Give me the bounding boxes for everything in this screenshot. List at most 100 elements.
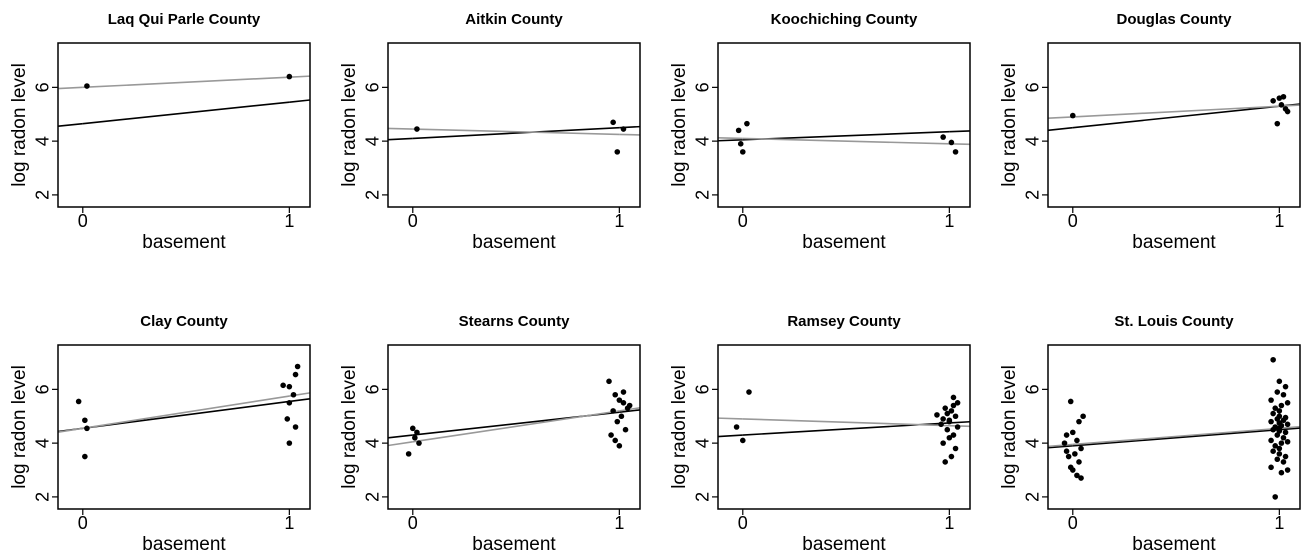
point — [608, 432, 614, 438]
point — [286, 400, 293, 406]
point — [1274, 389, 1281, 395]
point — [620, 389, 627, 395]
x-axis-label: basement — [802, 232, 886, 253]
point — [1282, 383, 1289, 390]
y-tick-label: 2 — [363, 190, 383, 200]
fit-line — [1072, 105, 1280, 129]
point — [739, 437, 746, 444]
point — [1268, 418, 1274, 425]
fit-line — [412, 126, 620, 140]
point — [612, 437, 619, 444]
point — [1274, 432, 1281, 438]
point — [294, 363, 301, 370]
point — [1278, 469, 1285, 476]
x-axis-label: basement — [472, 534, 556, 554]
point — [944, 426, 951, 433]
point — [1284, 438, 1291, 445]
line-extension — [289, 75, 310, 78]
point — [286, 440, 293, 446]
plot-frame — [1047, 344, 1301, 510]
point — [1069, 467, 1076, 473]
x-tick-label: 1 — [614, 513, 624, 533]
x-tick-label: 1 — [944, 211, 954, 231]
x-tick-label: 1 — [284, 211, 294, 231]
line-extension — [949, 420, 970, 424]
point — [746, 389, 752, 395]
x-tick-label: 0 — [738, 211, 748, 231]
point — [946, 434, 953, 441]
line-extension — [718, 138, 743, 142]
point — [940, 134, 946, 140]
point — [412, 434, 418, 441]
line-extension — [1048, 126, 1073, 132]
point — [82, 417, 88, 424]
point — [1284, 421, 1291, 428]
fit-line — [742, 418, 950, 427]
point — [405, 451, 412, 457]
plot-frame — [387, 344, 641, 510]
point — [1284, 108, 1291, 115]
point — [1268, 437, 1274, 444]
point — [286, 383, 293, 390]
panel-title: Aitkin County — [465, 11, 563, 28]
point — [1069, 429, 1076, 436]
point — [614, 418, 621, 425]
point — [1268, 464, 1274, 471]
fit-line — [82, 76, 290, 89]
point — [940, 416, 946, 422]
x-tick-label: 0 — [408, 513, 418, 533]
point — [1282, 453, 1289, 460]
point — [1276, 420, 1283, 426]
point — [616, 397, 623, 403]
point — [1072, 451, 1078, 457]
y-tick-label: 6 — [1023, 384, 1043, 394]
line-extension — [718, 434, 743, 438]
point — [938, 421, 944, 428]
point — [1284, 400, 1291, 406]
y-axis-label: log radon level — [999, 63, 1020, 187]
point — [618, 413, 625, 420]
point — [612, 391, 619, 398]
fit-line — [412, 410, 620, 443]
x-axis-label: basement — [142, 534, 226, 554]
point — [942, 405, 949, 411]
point — [1274, 456, 1281, 463]
point — [948, 408, 955, 414]
panel-title: Clay County — [140, 313, 228, 330]
y-tick-label: 2 — [33, 190, 53, 200]
point — [1274, 120, 1281, 127]
point — [1076, 459, 1082, 465]
y-tick-label: 4 — [1023, 136, 1043, 146]
point — [944, 410, 951, 417]
line-extension — [388, 434, 413, 439]
point — [622, 426, 629, 433]
line-extension — [949, 130, 970, 133]
line-extension — [1048, 443, 1073, 448]
point — [75, 398, 82, 405]
point — [1276, 451, 1283, 457]
panel-title: Laq Qui Parle County — [108, 11, 261, 28]
y-axis-label: log radon level — [339, 365, 360, 489]
point — [409, 425, 416, 432]
fit-line — [1072, 428, 1280, 447]
point — [1278, 102, 1285, 108]
y-tick-label: 4 — [33, 136, 53, 146]
panel-title: Ramsey County — [787, 313, 901, 330]
fit-line — [82, 400, 290, 430]
point — [946, 417, 953, 424]
point — [952, 149, 959, 155]
x-tick-label: 0 — [738, 513, 748, 533]
point — [1063, 432, 1070, 438]
line-extension — [58, 427, 83, 434]
point — [1278, 440, 1285, 446]
point — [616, 443, 623, 449]
point — [1270, 426, 1276, 433]
point — [1270, 410, 1276, 417]
point — [292, 424, 299, 430]
point — [1276, 445, 1283, 452]
point — [744, 120, 750, 127]
y-tick-label: 6 — [363, 82, 383, 92]
line-extension — [58, 122, 83, 128]
point — [952, 445, 959, 452]
point — [934, 412, 940, 418]
